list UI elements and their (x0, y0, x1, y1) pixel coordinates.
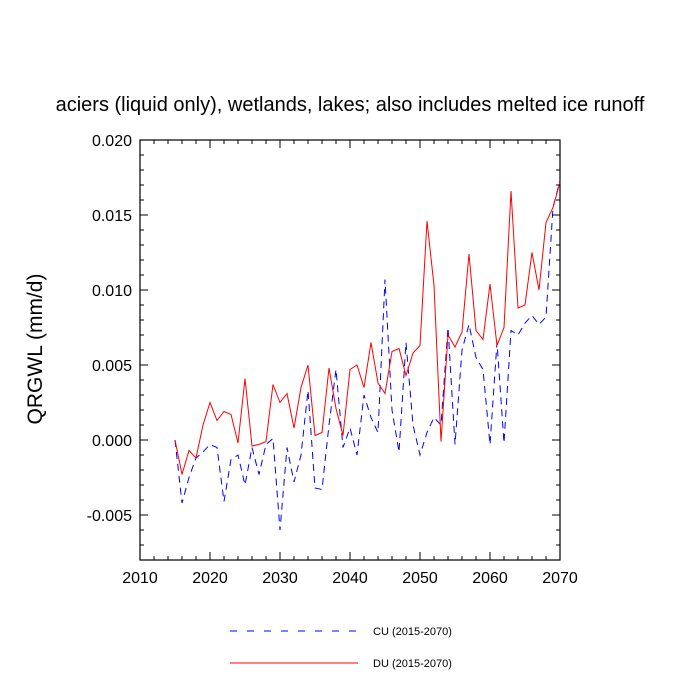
y-axis-label: QRGWL (mm/d) (24, 274, 47, 425)
x-tick-label: 2020 (192, 570, 228, 587)
x-tick-label: 2040 (332, 570, 368, 587)
x-tick-label: 2030 (262, 570, 298, 587)
chart-title: aciers (liquid only), wetlands, lakes; a… (56, 94, 645, 116)
y-tick-label: -0.005 (87, 508, 132, 525)
y-tick-label: 0.020 (92, 133, 132, 150)
plot-frame (139, 139, 561, 561)
series-line-du (174, 181, 561, 475)
series-line-cu (174, 180, 561, 531)
y-tick-label: 0.000 (92, 433, 132, 450)
x-tick-label: 2050 (402, 570, 438, 587)
legend-label-cu: CU (2015-2070) (373, 626, 452, 638)
plot-area (139, 139, 561, 561)
x-axis: 2010 2020 2030 2040 2050 2060 2070 (122, 140, 578, 587)
legend: CU (2015-2070) DU (2015-2070) (230, 626, 452, 670)
x-tick-label: 2070 (542, 570, 578, 587)
y-tick-label: 0.005 (92, 358, 132, 375)
y-tick-label: 0.015 (92, 208, 132, 225)
legend-label-du: DU (2015-2070) (373, 658, 452, 670)
y-tick-label: 0.010 (92, 283, 132, 300)
x-tick-label: 2060 (472, 570, 508, 587)
y-axis: -0.005 0.000 0.005 0.010 0.015 0.020 (87, 133, 560, 561)
x-tick-label: 2010 (122, 570, 158, 587)
